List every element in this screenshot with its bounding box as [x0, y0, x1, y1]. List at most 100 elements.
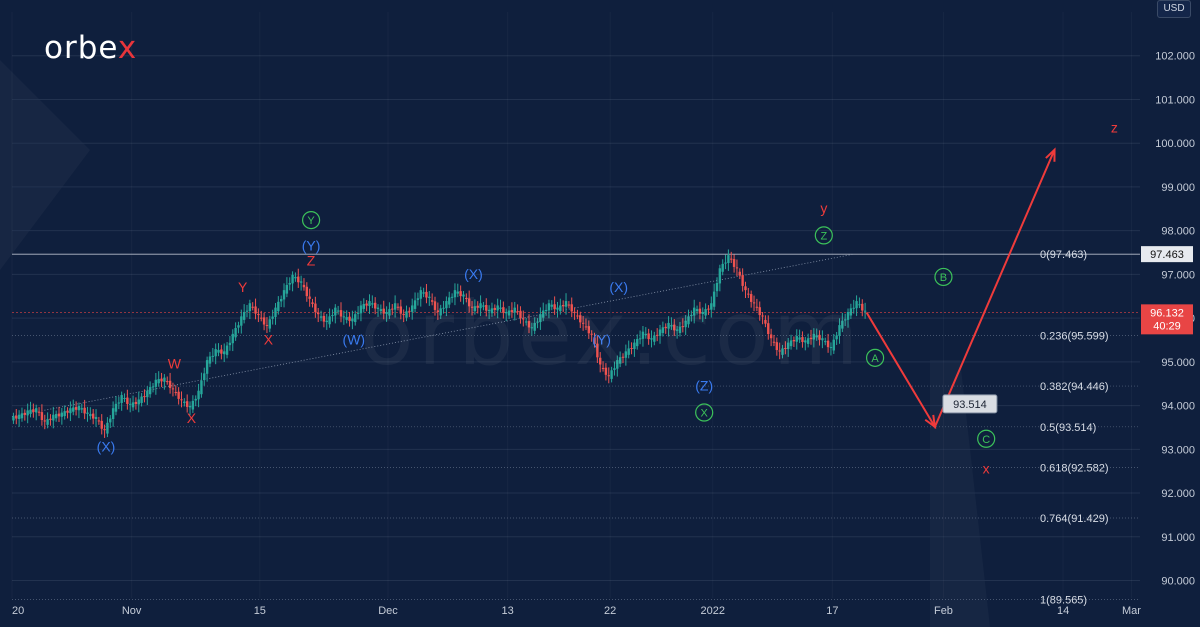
y-tick-label: 93.000: [1161, 444, 1195, 456]
candle-body: [787, 342, 790, 350]
candle-body: [237, 325, 240, 328]
candle-body: [667, 322, 670, 329]
candle-body: [166, 381, 169, 383]
fib-level-label: 0.764(91.429): [1040, 513, 1109, 525]
candle-body: [197, 390, 200, 400]
candle-body: [23, 412, 27, 415]
candle-body: [658, 329, 662, 336]
candle-body: [507, 310, 511, 316]
currency-button[interactable]: USD: [1157, 0, 1191, 18]
candle-body: [117, 402, 121, 404]
candle-body: [527, 321, 531, 328]
candle-body: [661, 327, 665, 333]
candle-body: [533, 322, 536, 331]
candle-body: [749, 294, 753, 302]
candle-body: [710, 303, 713, 310]
wave-label: (X): [609, 279, 628, 295]
candle-body: [784, 348, 787, 350]
candle-body: [339, 310, 343, 317]
fib-level-label: 0(97.463): [1040, 249, 1087, 261]
candle-body: [607, 375, 610, 377]
candle-body: [553, 304, 556, 310]
wave-label: X: [187, 410, 197, 426]
y-tick-label: 101.000: [1155, 94, 1195, 106]
candle-body: [863, 310, 867, 312]
candle-body: [818, 334, 821, 340]
candle-body: [561, 305, 565, 307]
candle-body: [821, 338, 824, 341]
candle-body: [351, 318, 354, 322]
candle-body: [490, 308, 494, 314]
candle-body: [838, 325, 841, 336]
candle-body: [91, 413, 95, 419]
logo-x: x: [117, 30, 138, 66]
wave-label: z: [1111, 119, 1118, 135]
candle-body: [675, 329, 679, 331]
wave-label: B: [940, 272, 947, 284]
candle-body: [690, 315, 693, 317]
candle-body: [470, 306, 474, 308]
x-tick-label: Feb: [934, 605, 953, 617]
candle-body: [123, 398, 126, 400]
candle-body: [354, 314, 357, 323]
wave-label-circle: [814, 226, 833, 245]
level-price-text: 97.463: [1150, 249, 1184, 261]
fib-level-label: 0.382(94.446): [1040, 381, 1109, 393]
candle-body: [624, 351, 628, 358]
candle-body: [148, 387, 152, 395]
candle-body: [493, 307, 497, 310]
candle-body: [37, 411, 41, 413]
candle-body: [308, 296, 311, 299]
candle-body: [448, 297, 451, 305]
candle-body: [524, 321, 528, 323]
candle-body: [812, 333, 816, 340]
candle-body: [482, 305, 485, 307]
candle-body: [502, 307, 505, 313]
candle-body: [618, 357, 622, 364]
candle-body: [205, 360, 209, 374]
candle-body: [359, 305, 363, 314]
candle-body: [701, 311, 704, 315]
candle-body: [260, 317, 263, 319]
candle-body: [473, 306, 477, 312]
wave-label: (Z): [695, 377, 713, 393]
candle-body: [297, 276, 300, 283]
x-tick-label: Mar: [1122, 605, 1141, 617]
candle-body: [655, 334, 659, 336]
candle-body: [365, 303, 368, 306]
candle-body: [559, 305, 562, 312]
candle-body: [382, 308, 385, 314]
wave-label: W: [168, 355, 182, 371]
candle-body: [385, 311, 388, 315]
candle-body: [188, 406, 192, 408]
candle-body: [835, 335, 838, 340]
candle-body: [168, 380, 172, 388]
candle-body: [371, 303, 374, 305]
candle-body: [792, 339, 796, 342]
candle-body: [641, 331, 645, 339]
candle-body: [242, 311, 246, 320]
candle-body: [522, 318, 525, 320]
candle-body: [217, 349, 220, 353]
candle-body: [698, 308, 702, 314]
candle-body: [342, 316, 346, 318]
candle-body: [510, 310, 514, 313]
candle-body: [721, 263, 724, 272]
y-tick-label: 98.000: [1161, 226, 1195, 238]
x-tick-label: 14: [1057, 605, 1069, 617]
candle-body: [254, 306, 257, 314]
candle-body: [211, 355, 215, 357]
candle-body: [829, 346, 833, 348]
candle-body: [362, 303, 365, 309]
candle-body: [368, 301, 371, 307]
candle-body: [405, 311, 408, 318]
candle-body: [781, 348, 784, 355]
wave-label: Y: [307, 215, 315, 227]
candle-body: [804, 340, 807, 343]
candle-body: [727, 255, 730, 264]
candle-body: [388, 309, 391, 316]
x-tick-label: 22: [604, 605, 616, 617]
candle-body: [693, 307, 696, 316]
